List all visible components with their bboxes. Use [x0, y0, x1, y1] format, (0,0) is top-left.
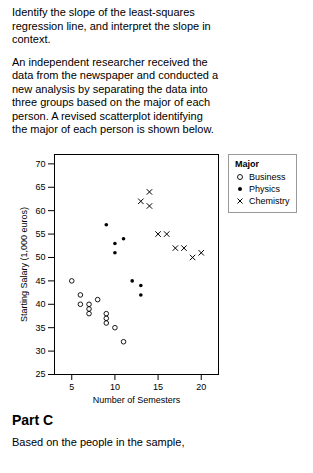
svg-text:40: 40: [35, 299, 45, 309]
svg-text:25: 25: [35, 369, 45, 379]
html-text:new analysis by separating the: new analysis by separating the data into: [12, 82, 208, 95]
html-text:Chemistry: Chemistry: [249, 195, 290, 206]
html-text:data from the newspaper and co: data from the newspaper and conducted a: [12, 69, 219, 81]
svg-text:20: 20: [196, 381, 206, 391]
svg-text:10: 10: [110, 381, 120, 391]
html-text:Major: Major: [235, 158, 259, 169]
html-text:Physics: Physics: [249, 183, 280, 194]
html-text:Part C: Part C: [12, 411, 54, 428]
html-text:Based on the people in the sam: Based on the people in the sample,: [12, 435, 185, 448]
svg-text:70: 70: [35, 158, 45, 168]
svg-text:65: 65: [35, 182, 45, 192]
svg-text:Number of Semesters: Number of Semesters: [93, 394, 181, 404]
svg-text:Starting Salary (1,000 euros): Starting Salary (1,000 euros): [19, 206, 29, 321]
svg-text:55: 55: [35, 228, 45, 238]
svg-text:30: 30: [35, 345, 45, 355]
html-text:the major of each person is sh: the major of each person is shown below.: [12, 123, 214, 135]
html-text:three groups based on the majo: three groups based on the major of each: [12, 96, 211, 108]
svg-text:35: 35: [35, 322, 45, 332]
svg-text:60: 60: [35, 205, 45, 215]
svg-text:45: 45: [35, 275, 45, 285]
html-text:Identify the slope of the leas: Identify the slope of the least-squares: [12, 6, 195, 18]
html-text:regression line, and interpret: regression line, and interpret the slope…: [12, 19, 211, 32]
html-text:context.: context.: [12, 33, 51, 45]
svg-text:5: 5: [69, 381, 74, 391]
html-text:Business: Business: [249, 171, 286, 182]
svg-text:15: 15: [153, 381, 163, 391]
html-text:person. A revised scatterplot: person. A revised scatterplot identifyin…: [12, 109, 203, 122]
svg-text:50: 50: [35, 252, 45, 262]
html-text:An independent researcher rece: An independent researcher received the: [12, 55, 208, 68]
